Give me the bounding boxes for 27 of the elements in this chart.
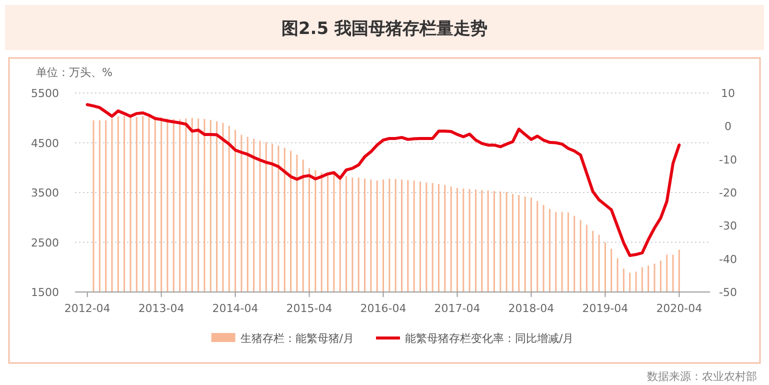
y-tick-label: 1500: [31, 286, 59, 299]
source-note: 数据来源：农业农村部: [647, 370, 757, 383]
y2-tick-label: -10: [719, 153, 737, 166]
y-tick-label: 2500: [31, 236, 59, 250]
x-tick-label: 2013-04: [138, 302, 184, 315]
y2-tick-label: 10: [721, 87, 735, 100]
y2-tick-label: 0: [724, 120, 732, 134]
legend-label: 生猪存栏：能繁母猪/月: [240, 332, 354, 345]
x-tick-label: 2015-04: [286, 302, 332, 315]
x-tick-label: 2014-04: [212, 302, 258, 315]
y-tick-label: 4500: [31, 136, 59, 150]
x-tick-label: 2018-04: [508, 302, 554, 315]
y-tick-label: 3500: [31, 186, 59, 200]
y-axis-title: 单位：万头、%: [36, 66, 112, 79]
y-tick-label: 5500: [31, 87, 59, 100]
x-tick-label: 2019-04: [582, 302, 628, 315]
y2-tick-label: -30: [719, 220, 737, 233]
y2-tick-label: -40: [719, 252, 737, 266]
y2-tick-label: -50: [719, 286, 737, 299]
chart-title: 图2.5 我国母猪存栏量走势: [281, 19, 488, 39]
x-tick-label: 2020-04: [656, 302, 702, 315]
x-tick-label: 2016-04: [360, 302, 406, 315]
legend-label: 能繁母猪存栏变化率：同比增减/月: [405, 332, 574, 345]
line-series: [86, 103, 681, 258]
x-tick-label: 2017-04: [434, 302, 480, 315]
x-tick-label: 2012-04: [64, 302, 110, 315]
y2-tick-label: -20: [719, 186, 737, 200]
